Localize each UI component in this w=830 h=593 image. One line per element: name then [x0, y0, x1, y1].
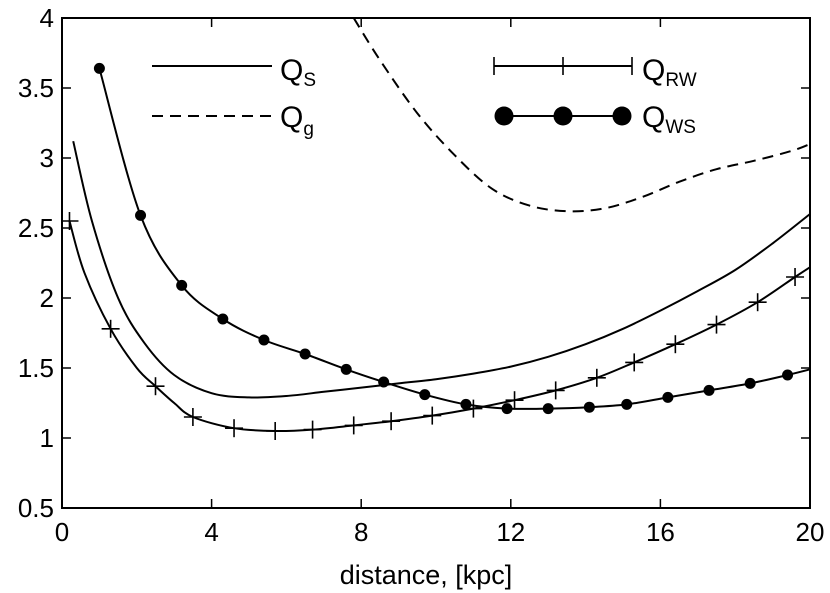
y-tick-label-7: 4 [40, 3, 54, 33]
marker-qws-0 [93, 62, 105, 74]
marker-qws-10 [501, 403, 513, 415]
legend-label-qrw-sub: RW [665, 70, 696, 91]
marker-qrw-13 [587, 368, 606, 387]
plot-layer [62, 18, 810, 440]
legend-label-qg: Qg [280, 101, 314, 140]
marker-qws-12 [583, 401, 595, 413]
legend-marker-qws-2 [612, 106, 632, 126]
marker-qrw-3 [183, 408, 202, 426]
ticks-layer: 0 4 8 12 16 20 0.5 1 1.5 2 2.5 3 3.5 4 [18, 3, 825, 547]
legend-marker-qws-1 [553, 106, 573, 126]
marker-qrw-16 [707, 315, 726, 334]
marker-qws-14 [662, 391, 674, 403]
legend-label-qg-main: Q [280, 101, 303, 134]
marker-qrw-9 [423, 406, 442, 425]
x-tick-label-4: 16 [646, 517, 675, 547]
x-tick-label-5: 20 [796, 517, 825, 547]
y-tick-label-6: 3.5 [18, 73, 54, 103]
legend-label-qws: QWS [642, 101, 696, 138]
marker-qws-5 [299, 348, 311, 360]
marker-qws-7 [378, 376, 390, 388]
marker-qws-3 [217, 313, 229, 325]
marker-qrw-7 [344, 416, 363, 435]
marker-qrw-5 [266, 422, 285, 440]
x-axis-title: distance, [kpc] [340, 560, 513, 590]
y-tick-label-2: 1.5 [18, 353, 54, 383]
legend-label-qg-sub: g [303, 119, 314, 140]
plot-frame [61, 17, 811, 509]
marker-qws-11 [542, 403, 554, 415]
marker-qrw-2 [146, 377, 165, 396]
x-tick-label-1: 4 [204, 517, 218, 547]
marker-qws-2 [176, 279, 188, 291]
marker-qws-8 [419, 389, 431, 401]
marker-qws-4 [258, 334, 270, 346]
legend-label-qrw-main: Q [642, 54, 665, 87]
legend-label-qrw: QRW [642, 54, 697, 91]
series-line-qws [98, 68, 810, 410]
marker-qws-1 [135, 209, 147, 221]
x-tick-label-0: 0 [55, 517, 69, 547]
marker-qrw-17 [748, 293, 767, 312]
marker-qrw-4 [225, 419, 244, 438]
legend-label-qws-sub: WS [665, 117, 696, 138]
marker-qrw-18 [786, 268, 805, 286]
x-tick-label-2: 8 [354, 517, 368, 547]
legend-label-qs: QS [280, 54, 316, 91]
marker-qws-16 [744, 377, 756, 389]
legend: QS Qg QRW QWS [152, 54, 697, 140]
x-tick-label-3: 12 [496, 517, 525, 547]
y-tick-label-5: 3 [40, 143, 54, 173]
y-tick-label-3: 2 [40, 283, 54, 313]
marker-qrw-14 [625, 353, 644, 372]
series-line-qg [352, 18, 810, 213]
y-tick-label-4: 2.5 [18, 213, 54, 243]
marker-qws-13 [621, 398, 633, 410]
y-tick-label-0: 0.5 [18, 493, 54, 523]
marker-qws-9 [460, 398, 472, 410]
marker-qws-6 [340, 363, 352, 375]
series-line-qs [72, 140, 810, 399]
legend-label-qs-main: Q [280, 54, 303, 87]
marker-qrw-15 [666, 335, 685, 354]
legend-label-qs-sub: S [303, 70, 316, 91]
marker-qws-17 [782, 369, 794, 381]
legend-marker-qws-0 [494, 106, 514, 126]
marker-qrw-1 [101, 319, 120, 338]
legend-label-qws-main: Q [642, 101, 665, 134]
marker-qws-15 [703, 384, 715, 396]
marker-qrw-12 [546, 381, 565, 400]
y-tick-label-1: 1 [40, 423, 54, 453]
marker-qrw-0 [62, 212, 79, 230]
marker-qrw-8 [382, 412, 401, 431]
marker-qrw-6 [303, 420, 322, 439]
marker-qrw-11 [505, 391, 524, 410]
